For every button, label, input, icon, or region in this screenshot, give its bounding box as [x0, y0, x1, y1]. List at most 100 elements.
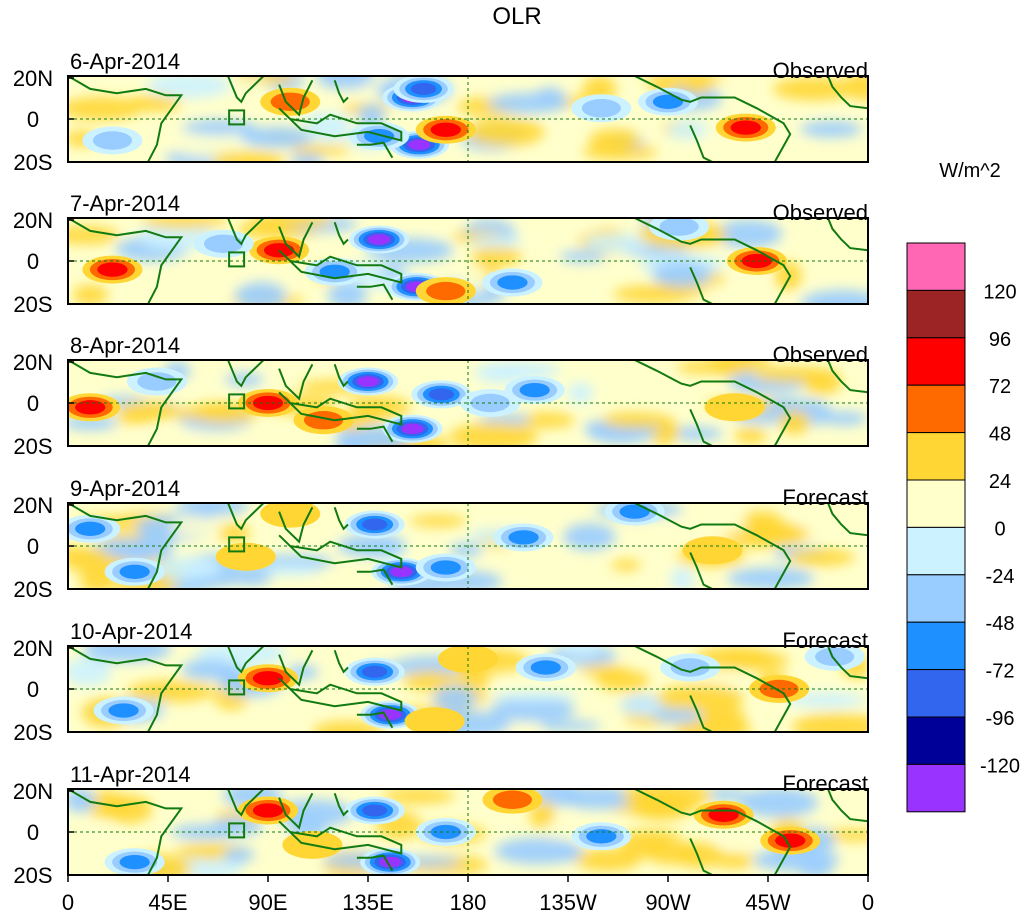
anomaly-patch	[778, 410, 811, 435]
anomaly-patch	[176, 503, 249, 516]
panel-status: Observed	[773, 200, 868, 225]
anomaly-core	[497, 275, 528, 290]
panels-group: 20N 0 20S 6-Apr-2014 Observed 20N 0 20S 7-Apr-20…	[13, 49, 869, 888]
anomaly-patch	[494, 837, 582, 865]
anomaly-core	[430, 122, 461, 137]
anomaly-patch	[316, 76, 375, 90]
anomaly-patch	[68, 96, 142, 121]
colorbar-swatch	[906, 289, 966, 339]
anomaly-core	[379, 856, 402, 868]
longitude-tick-label: 45W	[745, 890, 790, 915]
coastline	[333, 363, 349, 388]
anomaly-patch	[82, 646, 172, 663]
anomaly-patch	[357, 104, 386, 127]
coastline	[634, 76, 792, 162]
panel: 20N 0 20S 7-Apr-2014 Observed	[13, 191, 869, 317]
anomaly-core	[203, 234, 244, 253]
anomaly-patch	[670, 567, 695, 589]
panel-date: 9-Apr-2014	[70, 476, 180, 501]
anomaly-core	[379, 709, 402, 721]
anomaly-patch	[800, 121, 862, 138]
coastline	[227, 646, 265, 674]
anomaly-patch	[490, 697, 576, 723]
coastline	[278, 506, 314, 544]
coastline	[689, 695, 713, 732]
anomaly-patch	[181, 119, 257, 136]
anomaly-patch	[786, 548, 855, 566]
colorbar-level-label: 0	[994, 518, 1005, 540]
coastline	[68, 646, 184, 732]
panel-status: Observed	[773, 58, 868, 83]
anomaly-field	[68, 789, 868, 875]
region-box	[228, 822, 246, 839]
anomaly-core	[362, 518, 388, 531]
colorbar-level-label: 120	[983, 281, 1016, 303]
coastline	[333, 506, 349, 531]
anomaly-core	[252, 803, 284, 818]
anomaly-patch	[727, 567, 814, 589]
anomaly-core	[75, 400, 106, 415]
latitude-tick-label: 0	[27, 534, 39, 559]
latitude-tick-label: 20N	[13, 350, 53, 375]
panel: 20N 0 20S 9-Apr-2014 Forecast	[13, 476, 869, 602]
anomaly-field	[68, 218, 868, 304]
anomaly-core	[659, 218, 699, 236]
coastline	[227, 76, 265, 104]
anomaly-core	[270, 92, 310, 112]
latitude-tick-label: 20S	[13, 150, 52, 175]
coastlines	[68, 218, 868, 304]
longitude-tick-label: 90W	[645, 890, 690, 915]
coastline	[68, 360, 184, 446]
anomaly-patch	[712, 852, 755, 869]
coastline	[278, 107, 403, 142]
anomaly-core	[319, 264, 350, 279]
latitude-tick-label: 20S	[13, 292, 52, 317]
anomaly-core	[404, 707, 465, 732]
anomaly-patch	[81, 360, 130, 372]
panel-date: 10-Apr-2014	[70, 619, 192, 644]
anomaly-patch	[716, 824, 770, 850]
colorbar-swatch	[906, 242, 966, 291]
anomaly-patch	[536, 720, 602, 732]
colorbar-swatch	[906, 337, 966, 386]
coastline	[227, 503, 265, 531]
anomaly-core	[730, 120, 761, 135]
coastline	[227, 360, 265, 388]
anomaly-core	[815, 647, 855, 666]
anomaly-core	[119, 854, 150, 870]
coastline	[689, 266, 713, 304]
coastline	[634, 360, 792, 446]
anomaly-patch	[611, 559, 641, 571]
anomaly-core	[119, 564, 150, 579]
coastline	[333, 221, 349, 246]
colorbar-level-label: -24	[986, 566, 1015, 588]
coastline	[634, 646, 792, 732]
anomaly-core	[410, 82, 437, 95]
anomaly-patch	[651, 708, 704, 723]
region-box	[228, 251, 246, 268]
anomaly-patch	[744, 527, 813, 539]
anomaly-core	[704, 393, 765, 422]
anomaly-patch	[843, 76, 868, 101]
anomaly-patch	[87, 825, 118, 848]
coastline	[689, 124, 713, 162]
latitude-tick-label: 20N	[13, 636, 53, 661]
anomaly-patch	[433, 685, 477, 711]
anomaly-patch	[515, 412, 576, 429]
anomaly-patch	[579, 663, 628, 677]
coastline	[68, 503, 184, 589]
anomaly-core	[652, 94, 684, 109]
anomaly-patch	[337, 534, 406, 558]
colorbar-swatch	[906, 669, 966, 718]
anomaly-core	[252, 671, 284, 686]
latitude-tick-label: 20N	[13, 66, 53, 91]
anomaly-patch	[146, 76, 231, 99]
colorbar-level-label: 72	[989, 376, 1011, 398]
longitude-tick-label: 0	[862, 890, 874, 915]
longitude-tick-label: 180	[450, 890, 487, 915]
anomaly-patch	[134, 429, 224, 446]
anomaly-patch	[740, 511, 783, 532]
coastline	[333, 792, 349, 817]
latitude-tick-label: 20S	[13, 720, 52, 745]
coastline	[634, 218, 792, 304]
